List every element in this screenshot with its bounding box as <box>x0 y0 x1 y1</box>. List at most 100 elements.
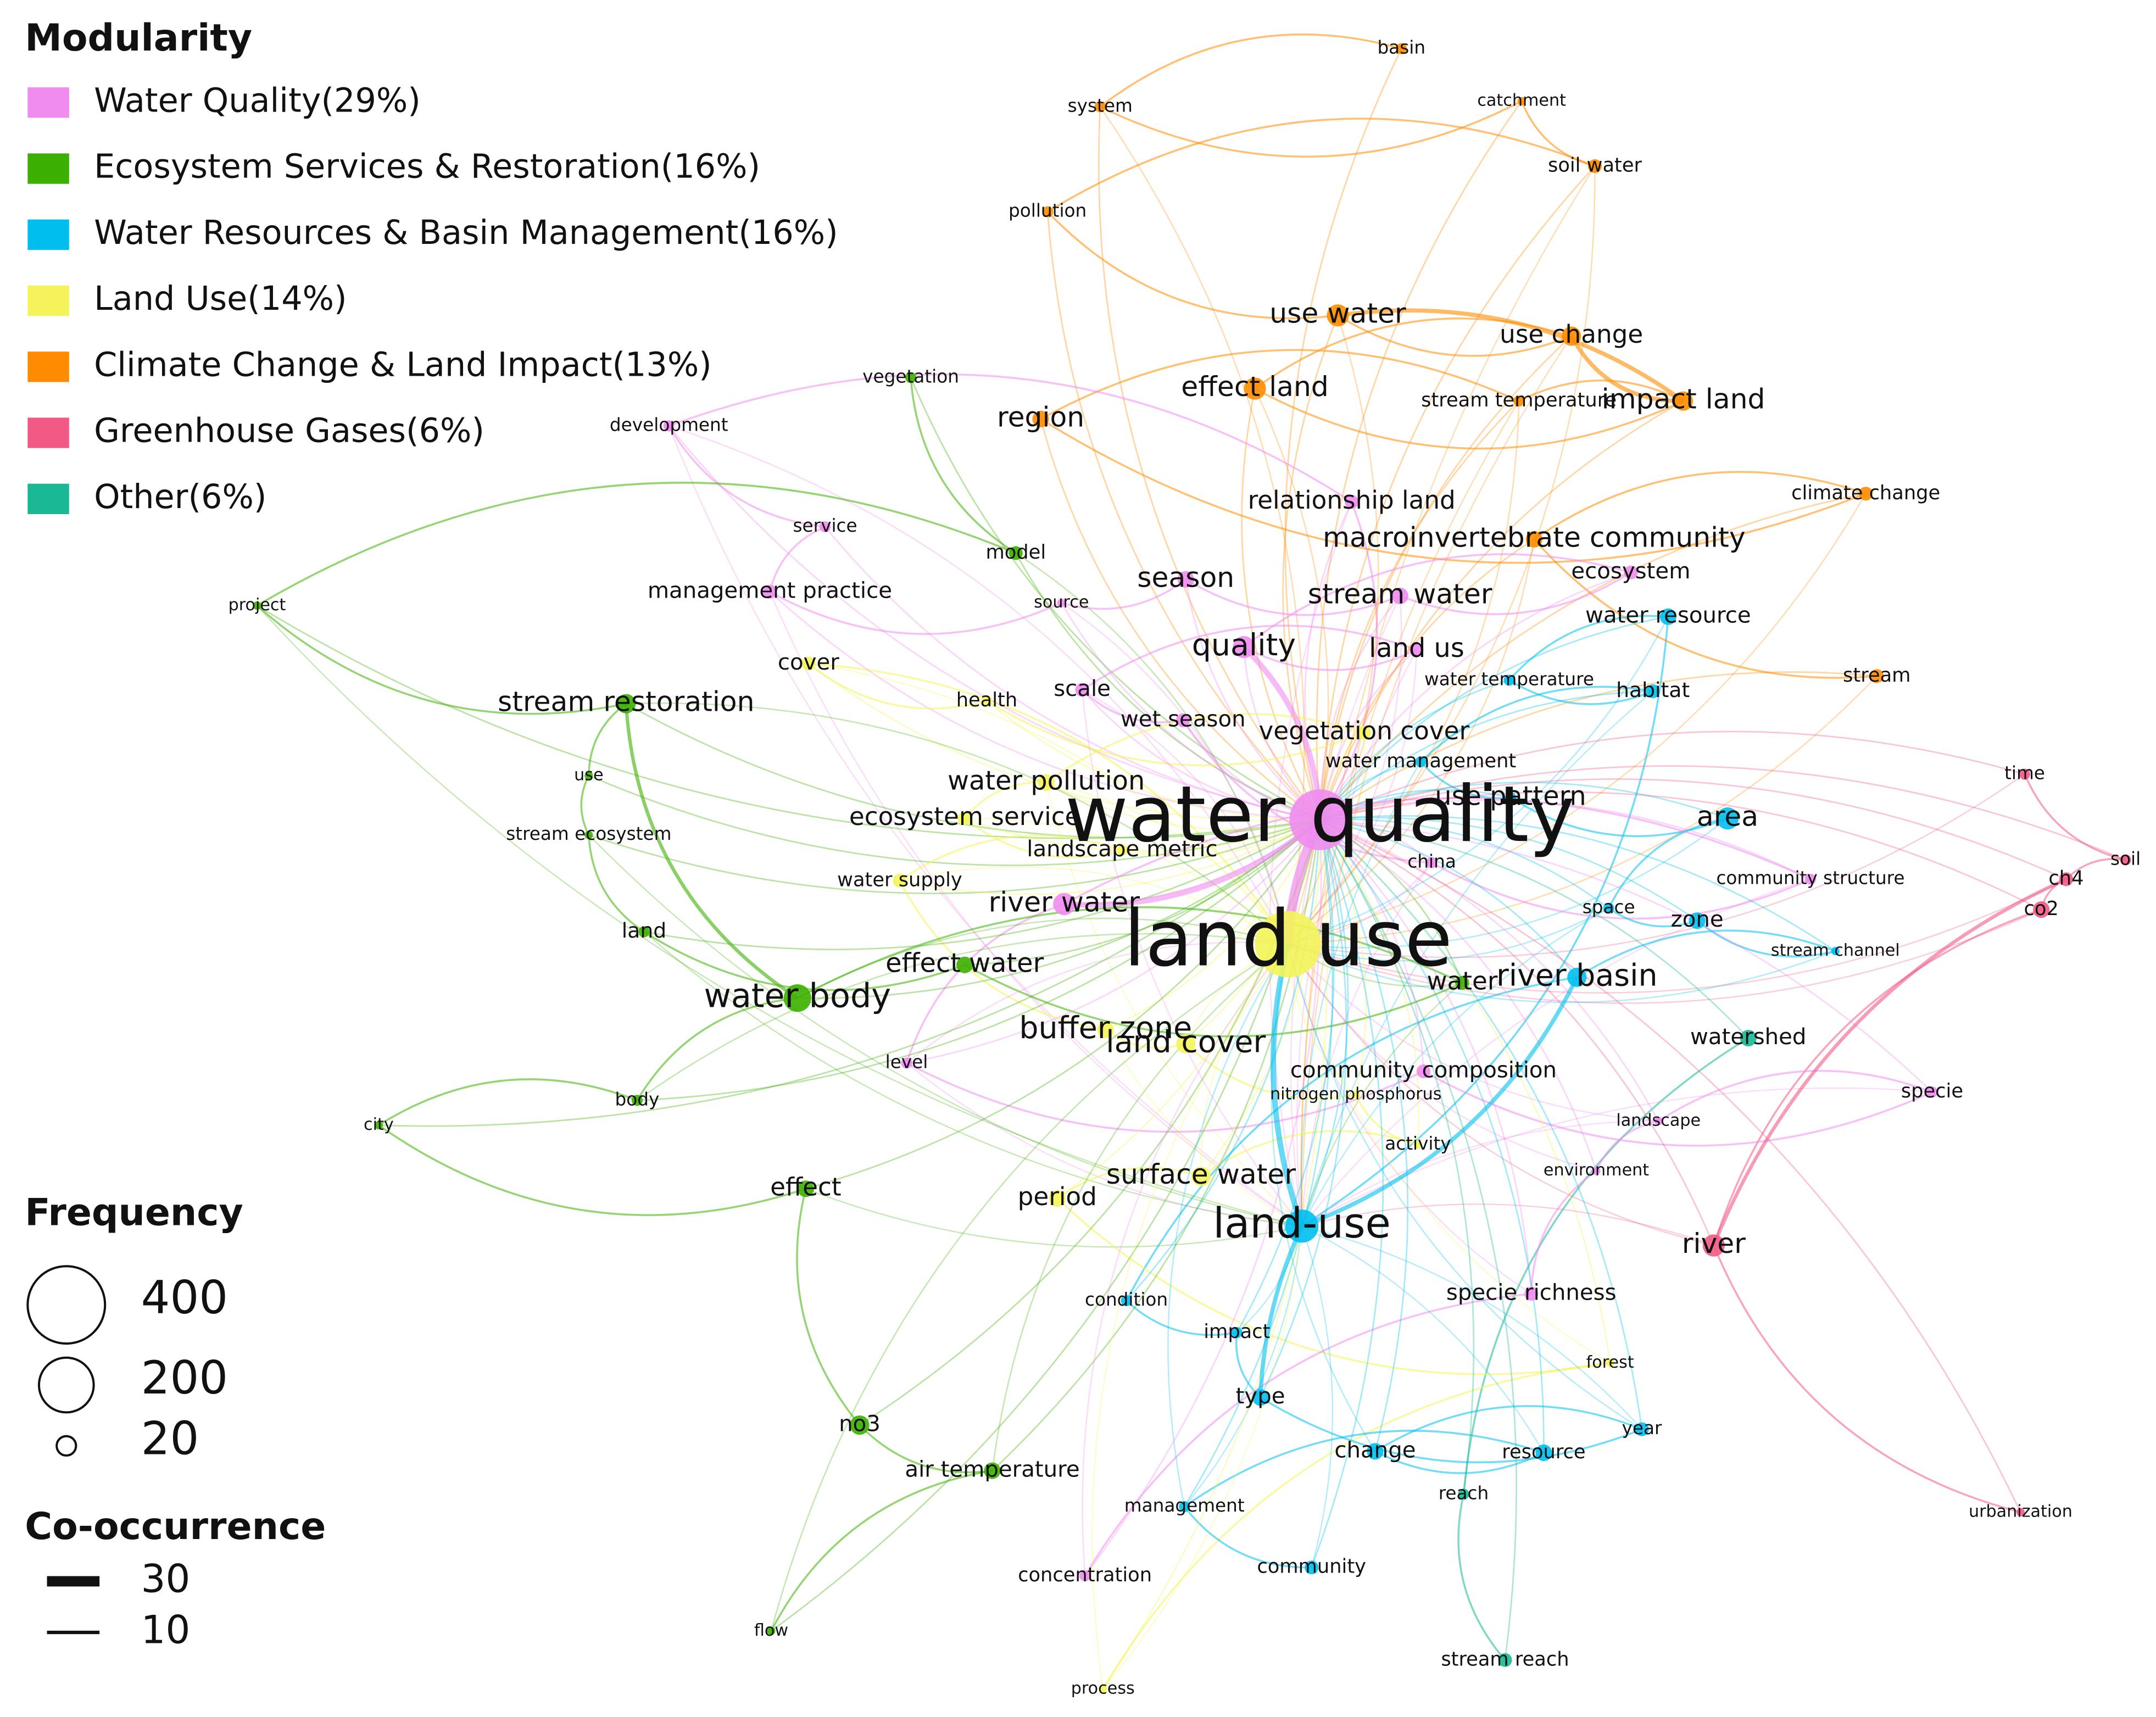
edge <box>668 426 1302 1227</box>
node <box>1327 304 1349 327</box>
edge <box>824 526 1321 821</box>
legend-swatch <box>27 417 69 448</box>
edge <box>1288 166 1596 945</box>
edge <box>1595 1120 1659 1172</box>
edge <box>1288 401 1520 945</box>
node-label: vegetation <box>862 366 959 387</box>
edge <box>1084 1292 1531 1576</box>
edge <box>1105 1029 1302 1227</box>
edge <box>1105 819 1321 1031</box>
node-label: habitat <box>1616 678 1690 702</box>
edge <box>1316 101 1523 820</box>
node-label: health <box>956 689 1018 711</box>
edge <box>1254 387 1684 450</box>
node <box>1116 844 1128 856</box>
edge <box>378 819 1321 1127</box>
edge <box>805 1188 1302 1248</box>
edge <box>1260 820 1347 1398</box>
node <box>901 1057 912 1069</box>
legend-swatch <box>27 285 69 316</box>
edge <box>1712 877 2067 1246</box>
edge <box>768 526 826 592</box>
edge <box>1287 944 1642 1430</box>
edge <box>1098 107 1321 821</box>
edge <box>1287 944 1532 1295</box>
node-label: macroinvertebrate community <box>1323 521 1746 553</box>
node <box>1042 206 1054 218</box>
node <box>1415 756 1427 767</box>
edge <box>1319 731 2025 821</box>
edge <box>668 425 826 528</box>
edge <box>1319 819 1715 1246</box>
node <box>1009 546 1023 560</box>
node <box>1244 377 1266 400</box>
node <box>1097 1021 1114 1039</box>
node <box>1176 713 1190 727</box>
node <box>2019 768 2031 780</box>
edge <box>1082 689 1321 821</box>
legend-swatch <box>27 483 69 515</box>
nodes: water quality land use land-use basin system… <box>229 37 2141 1698</box>
frequency-label: 200 <box>141 1351 228 1404</box>
edge <box>1301 1225 1334 1568</box>
node-label: relationship land <box>1248 486 1456 515</box>
node-label: water management <box>1325 750 1516 772</box>
node <box>1176 1034 1196 1053</box>
node <box>584 771 593 780</box>
edge <box>1319 819 1424 1072</box>
edge <box>899 819 1321 895</box>
edge <box>906 1062 1302 1227</box>
node-label: land cover <box>1106 1024 1266 1060</box>
edge <box>797 819 1321 999</box>
edge <box>1236 820 1335 1333</box>
node-label: effect water <box>885 949 1044 979</box>
node-label: water quality <box>1065 770 1575 860</box>
edge <box>1258 1225 1304 1398</box>
edge <box>1304 501 1352 820</box>
edge <box>1319 819 1533 1294</box>
node <box>1396 43 1407 54</box>
edge <box>1319 817 1698 922</box>
node <box>638 926 650 938</box>
edge <box>1713 908 2042 1246</box>
node <box>1357 726 1371 740</box>
node-label: management practice <box>648 578 892 603</box>
edge <box>1319 819 1545 1453</box>
edge <box>637 933 1289 1101</box>
edge <box>964 964 1463 1038</box>
node <box>1673 391 1693 411</box>
legend-label: Water Quality(29%) <box>94 81 421 120</box>
node <box>1859 487 1873 501</box>
node <box>1567 967 1587 987</box>
edge <box>1400 571 1631 616</box>
edge <box>2024 773 2126 861</box>
node-label: effect land <box>1181 370 1329 403</box>
edge <box>1184 1430 1544 1508</box>
edge <box>1015 552 1289 945</box>
node-label: cover <box>778 650 839 675</box>
node-label: scale <box>1054 676 1111 701</box>
node <box>1524 1286 1539 1301</box>
node <box>1079 1570 1091 1581</box>
edge <box>643 931 1302 1227</box>
node <box>1562 326 1581 346</box>
node-label: impact <box>1204 1320 1270 1343</box>
edge <box>1235 1332 1261 1398</box>
edge <box>1301 820 1349 1227</box>
edge <box>797 917 1289 999</box>
node-label: wet season <box>1121 706 1246 732</box>
node <box>1191 1167 1211 1186</box>
edge <box>588 774 1321 866</box>
edge <box>1301 982 1463 1227</box>
node <box>631 1095 643 1106</box>
legend-title: Frequency <box>25 1191 243 1235</box>
node-label: activity <box>1385 1133 1451 1154</box>
node-label: effect <box>770 1172 842 1201</box>
edge <box>1288 818 1728 949</box>
edge <box>1576 929 1836 978</box>
edge <box>588 703 627 776</box>
frequency-circle <box>55 1435 77 1457</box>
node <box>767 1626 776 1636</box>
edge <box>1288 616 1669 945</box>
